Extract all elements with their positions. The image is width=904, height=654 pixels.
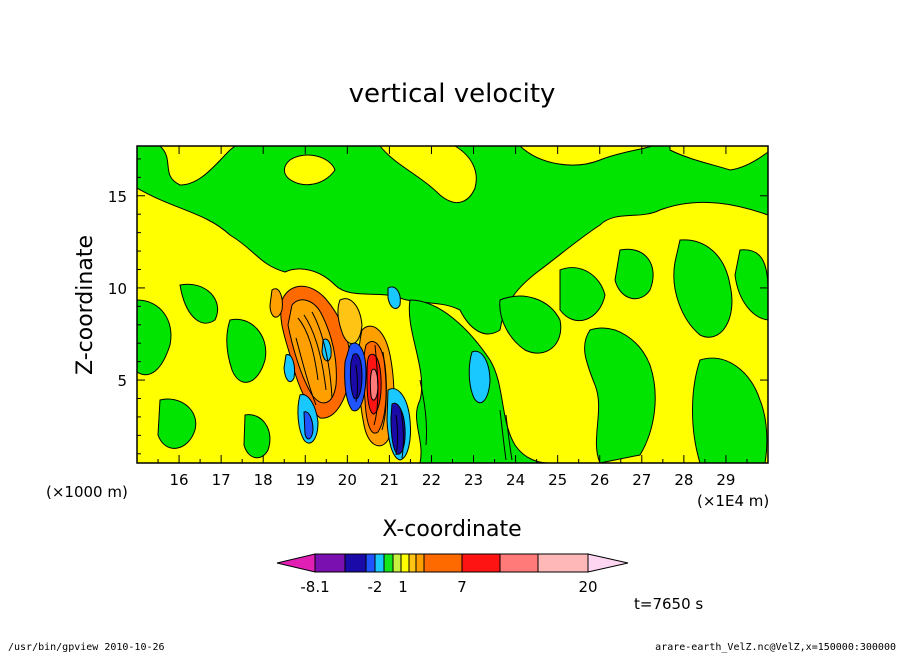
x-unit-right: (×1E4 m): [697, 492, 769, 510]
colorbar-label: -2: [368, 578, 383, 596]
colorbar-swatch: [383, 553, 394, 573]
positive-region: [283, 154, 336, 186]
x-tick-label: 21: [380, 471, 399, 489]
x-axis-label: X-coordinate: [382, 517, 521, 542]
x-tick-label: 22: [422, 471, 441, 489]
x-tick-label: 28: [674, 471, 693, 489]
downdraft-region: [283, 354, 295, 383]
colorbar-swatch: [374, 553, 385, 573]
updraft-region: [369, 368, 379, 401]
colorbar-swatch: [408, 553, 417, 573]
x-tick-label: 17: [212, 471, 231, 489]
x-tick-label: 20: [338, 471, 357, 489]
x-tick-label: 25: [548, 471, 567, 489]
downdraft-region: [349, 353, 363, 400]
colorbar-swatch: [415, 553, 425, 573]
downdraft-region: [468, 350, 491, 404]
negative-region: [673, 239, 733, 338]
positive-region: [519, 146, 653, 166]
colorbar-swatch: [423, 553, 463, 573]
colorbar-swatch: [537, 553, 589, 573]
footer-program: /usr/bin/gpview 2010-10-26: [8, 642, 165, 653]
x-tick-label: 29: [716, 471, 735, 489]
x-unit-left: (×1000 m): [46, 483, 128, 501]
colorbar-swatch: [365, 553, 376, 573]
y-tick-label: 15: [108, 188, 127, 206]
negative-region: [499, 295, 562, 354]
colorbar: -8.1 -2 1 7 20: [276, 553, 629, 596]
y-tick-label: 10: [108, 280, 127, 298]
downdraft-region: [303, 411, 314, 440]
colorbar-swatch: [314, 553, 346, 573]
colorbar-swatch: [344, 553, 367, 573]
y-axis: 5 10 15: [108, 158, 768, 455]
negative-region: [243, 414, 271, 459]
colorbar-swatch: [499, 553, 539, 573]
negative-region: [584, 327, 656, 463]
positive-region: [159, 146, 236, 186]
colorbar-min-arrow: [276, 553, 316, 573]
negative-region: [179, 283, 218, 324]
negative-region: [137, 299, 172, 376]
colorbar-label: 7: [457, 578, 467, 596]
contour-lines: [295, 311, 513, 461]
colorbar-swatch: [392, 553, 402, 573]
y-axis-label: Z-coordinate: [73, 235, 98, 375]
x-tick-label: 27: [632, 471, 651, 489]
colorbar-max-arrow: [587, 553, 629, 573]
negative-region: [226, 318, 267, 383]
negative-region: [614, 248, 654, 300]
chart-title: vertical velocity: [349, 79, 556, 109]
negative-region: [559, 267, 606, 322]
negative-region: [692, 357, 768, 463]
colorbar-label: 20: [578, 578, 597, 596]
x-axis: 16 17 18 19 20 21 22 23 24 25 26 27 28 29: [157, 146, 748, 489]
x-tick-label: 23: [464, 471, 483, 489]
colorbar-swatch: [461, 553, 501, 573]
negative-region: [734, 249, 768, 321]
x-tick-label: 19: [296, 471, 315, 489]
time-label: t=7650 s: [634, 595, 703, 613]
positive-region: [379, 146, 477, 204]
negative-region: [157, 398, 197, 449]
footer-source: arare-earth_VelZ.nc@VelZ,x=150000:300000: [655, 642, 896, 653]
contour-field: [137, 146, 768, 463]
x-tick-label: 18: [254, 471, 273, 489]
colorbar-swatch: [400, 553, 410, 573]
colorbar-label: -8.1: [300, 578, 329, 596]
colorbar-label: 1: [398, 578, 408, 596]
x-tick-label: 24: [506, 471, 525, 489]
x-tick-label: 26: [590, 471, 609, 489]
y-tick-label: 5: [117, 372, 127, 390]
updraft-region: [269, 288, 283, 318]
x-tick-label: 16: [170, 471, 189, 489]
downdraft-region: [387, 286, 401, 309]
